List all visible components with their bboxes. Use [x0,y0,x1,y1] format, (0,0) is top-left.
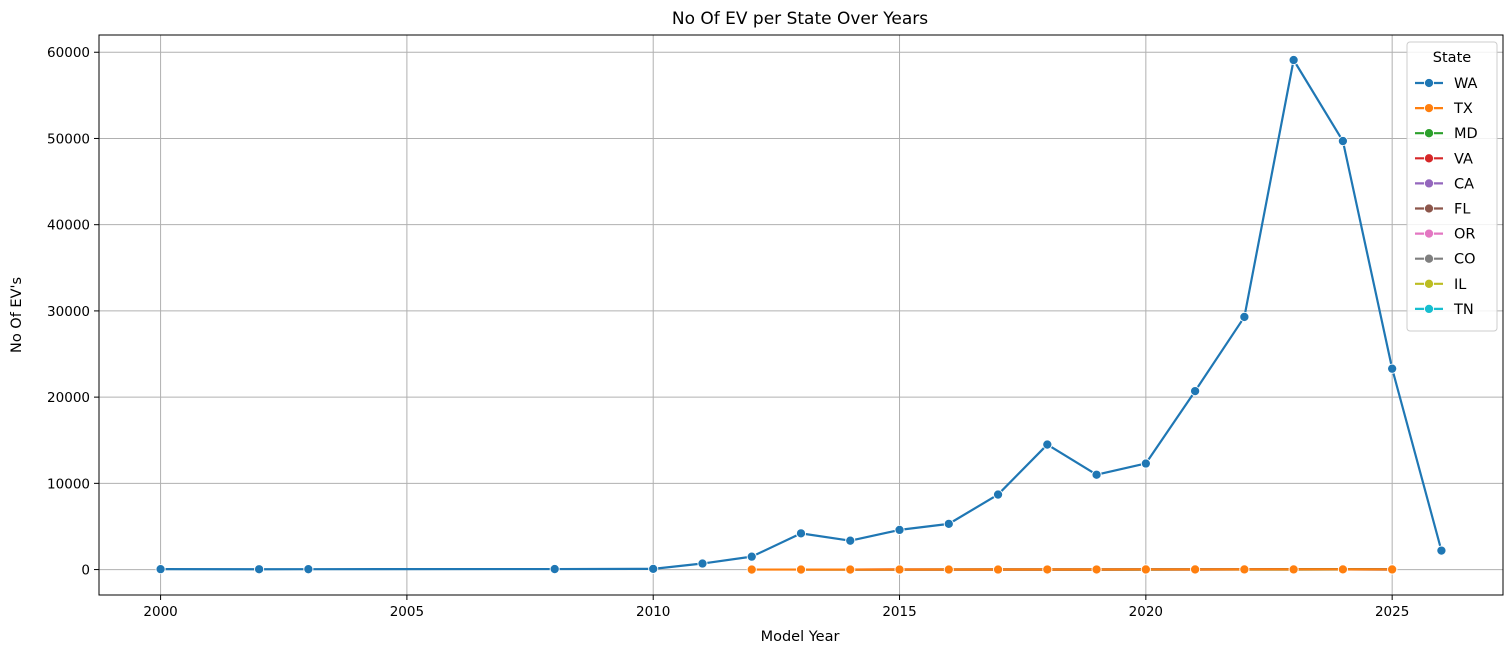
legend: State WA TX MD VA CA FL OR CO IL TN [1407,42,1497,331]
x-tick-label: 2015 [882,604,916,620]
legend-label: MD [1454,126,1478,142]
legend-marker [1424,254,1433,263]
plot-frame [99,35,1503,595]
data-point-tx [1043,565,1052,574]
legend-marker [1424,179,1433,188]
legend-label: VA [1454,151,1473,167]
data-point-tx [895,565,904,574]
series-line-wa [161,60,1442,569]
legend-label: TX [1453,101,1473,117]
data-point-wa [1289,55,1298,64]
axis-ticks: 2000 2005 2010 2015 2020 2025 0 10000 20000 30000… [47,45,1409,620]
legend-label: OR [1454,227,1476,243]
y-tick-label: 10000 [47,476,90,492]
data-point-wa [550,564,559,573]
data-point-wa [1191,386,1200,395]
y-tick-label: 60000 [47,45,90,61]
data-point-tx [1388,565,1397,574]
data-point-wa [304,565,313,574]
data-point-tx [1191,565,1200,574]
data-point-wa [1141,459,1150,468]
data-point-wa [156,565,165,574]
legend-marker [1424,304,1433,313]
legend-marker [1424,129,1433,138]
legend-marker [1424,229,1433,238]
data-point-tx [846,565,855,574]
x-axis-label: Model Year [761,629,840,645]
data-point-tx [747,565,756,574]
data-point-wa [944,519,953,528]
data-point-wa [1092,470,1101,479]
data-point-wa [895,525,904,534]
data-point-wa [649,564,658,573]
data-point-wa [993,490,1002,499]
data-point-tx [944,565,953,574]
legend-marker [1424,78,1433,87]
legend-label: IL [1454,277,1466,293]
data-point-tx [796,565,805,574]
series-tx [747,565,1397,574]
x-tick-label: 2010 [636,604,670,620]
data-point-wa [698,559,707,568]
x-tick-label: 2020 [1129,604,1163,620]
data-point-tx [1289,565,1298,574]
data-point-tx [1092,565,1101,574]
y-axis-label: No Of EV's [9,277,25,353]
data-point-tx [1338,565,1347,574]
y-tick-label: 0 [81,563,90,579]
legend-box [1407,42,1497,331]
data-point-wa [255,565,264,574]
series-layer [156,55,1446,574]
legend-marker [1424,204,1433,213]
data-point-wa [1043,440,1052,449]
data-point-wa [1338,136,1347,145]
x-tick-label: 2005 [390,604,424,620]
x-tick-label: 2000 [143,604,177,620]
data-point-wa [747,552,756,561]
data-point-wa [846,536,855,545]
legend-label: CO [1454,252,1476,268]
y-tick-label: 40000 [47,218,90,234]
data-point-wa [1240,312,1249,321]
data-point-tx [1240,565,1249,574]
x-tick-label: 2025 [1375,604,1409,620]
y-tick-label: 30000 [47,304,90,320]
data-point-tx [993,565,1002,574]
y-tick-label: 20000 [47,390,90,406]
legend-label: WA [1454,76,1478,92]
legend-marker [1424,279,1433,288]
y-tick-label: 50000 [47,131,90,147]
data-point-wa [796,529,805,538]
legend-label: TN [1453,302,1474,318]
series-wa [156,55,1446,573]
legend-marker [1424,104,1433,113]
legend-label: FL [1454,202,1470,218]
legend-label: CA [1454,176,1474,192]
data-point-tx [1141,565,1150,574]
legend-marker [1424,154,1433,163]
data-point-wa [1388,364,1397,373]
chart-title: No Of EV per State Over Years [672,9,928,29]
grid [99,35,1503,595]
legend-title: State [1433,50,1471,66]
data-point-wa [1437,546,1446,555]
